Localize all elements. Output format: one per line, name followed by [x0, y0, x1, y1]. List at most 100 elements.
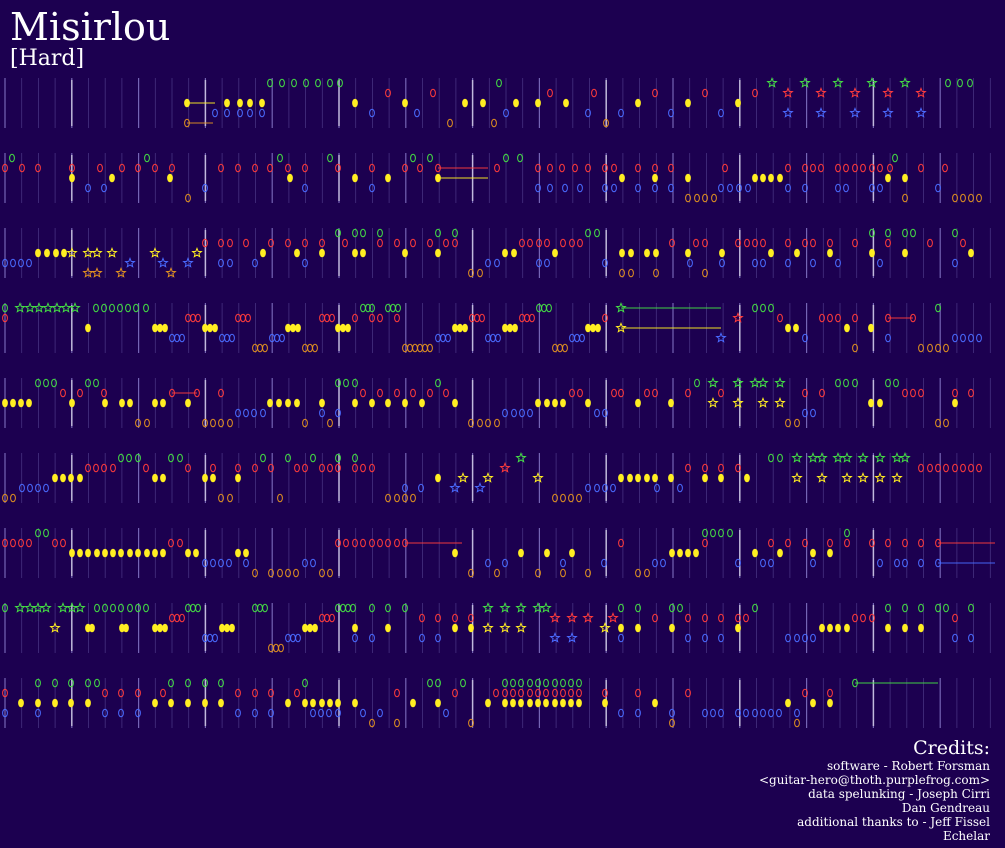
note-gem: [603, 118, 609, 128]
star-note: [899, 452, 911, 463]
note-gem: [345, 323, 351, 333]
note-gem: [885, 538, 891, 548]
note-gem: [585, 568, 591, 578]
note-gem: [718, 633, 724, 643]
star-note: [515, 622, 527, 633]
note-gem: [202, 678, 208, 688]
credit-line: additional thanks to - Jeff Fissel: [797, 815, 990, 829]
note-gem: [635, 183, 641, 193]
note-gem: [135, 163, 141, 173]
note-gem: [427, 238, 433, 248]
note-gem: [827, 623, 833, 633]
note-gem: [202, 698, 208, 708]
note-gem: [669, 718, 675, 728]
note-gem: [185, 603, 191, 613]
star-note: [891, 472, 903, 483]
note-gem: [669, 708, 675, 718]
note-gem: [727, 528, 733, 538]
star-note: [91, 267, 103, 278]
note-gem: [350, 603, 356, 613]
note-gem: [127, 398, 133, 408]
note-gem: [877, 398, 883, 408]
note-gem: [563, 98, 569, 108]
note-gem: [918, 623, 924, 633]
note-gem: [468, 568, 474, 578]
note-gem: [960, 333, 966, 343]
note-gem: [952, 613, 958, 623]
note-gem: [893, 378, 899, 388]
star-note: [515, 452, 527, 463]
note-gem: [794, 633, 800, 643]
note-gem: [635, 623, 641, 633]
note-gem: [302, 698, 308, 708]
note-gem: [152, 473, 158, 483]
note-gem: [227, 418, 233, 428]
note-gem: [162, 623, 168, 633]
note-gem: [369, 633, 375, 643]
note-gem: [152, 698, 158, 708]
note-gem: [352, 228, 358, 238]
note-gem: [652, 88, 658, 98]
note-gem: [602, 698, 608, 708]
note-gem: [352, 313, 358, 323]
star-note: [857, 472, 869, 483]
note-gem: [785, 538, 791, 548]
chart-row: [2, 228, 991, 278]
note-gem: [307, 343, 313, 353]
note-gem: [935, 463, 941, 473]
note-gem: [285, 453, 291, 463]
note-gem: [802, 388, 808, 398]
note-gem: [2, 603, 8, 613]
star-note: [915, 107, 927, 118]
note-gem: [827, 313, 833, 323]
note-gem: [193, 548, 199, 558]
note-gem: [218, 418, 224, 428]
star-note: [749, 377, 761, 388]
note-gem: [918, 343, 924, 353]
star-note: [732, 312, 744, 323]
note-gem: [935, 538, 941, 548]
note-gem: [407, 343, 413, 353]
note-gem: [602, 483, 608, 493]
note-gem: [118, 453, 124, 463]
note-gem: [268, 688, 274, 698]
note-gem: [152, 398, 158, 408]
note-gem: [294, 688, 300, 698]
note-gem: [327, 153, 333, 163]
note-gem: [26, 538, 32, 548]
note-gem: [968, 633, 974, 643]
note-gem: [511, 248, 517, 258]
note-gem: [360, 463, 366, 473]
note-gem: [185, 678, 191, 688]
note-gem: [943, 463, 949, 473]
star-note: [149, 247, 161, 258]
note-gem: [302, 258, 308, 268]
note-gem: [60, 473, 66, 483]
note-gem: [443, 238, 449, 248]
note-gem: [760, 173, 766, 183]
note-gem: [618, 603, 624, 613]
note-gem: [485, 258, 491, 268]
note-gem: [702, 633, 708, 643]
credits-block: Credits: software - Robert Forsman <guit…: [759, 737, 990, 843]
star-note: [774, 377, 786, 388]
note-gem: [635, 708, 641, 718]
note-gem: [885, 238, 891, 248]
note-gem: [777, 548, 783, 558]
note-gem: [518, 688, 524, 698]
note-gem: [910, 388, 916, 398]
note-gem: [468, 418, 474, 428]
note-gem: [635, 688, 641, 698]
note-gem: [618, 538, 624, 548]
note-gem: [485, 418, 491, 428]
note-gem: [768, 538, 774, 548]
note-gem: [918, 388, 924, 398]
note-gem: [210, 473, 216, 483]
note-gem: [410, 698, 416, 708]
note-gem: [212, 323, 218, 333]
note-gem: [35, 483, 41, 493]
note-gem: [352, 463, 358, 473]
note-gem: [527, 688, 533, 698]
note-gem: [218, 238, 224, 248]
